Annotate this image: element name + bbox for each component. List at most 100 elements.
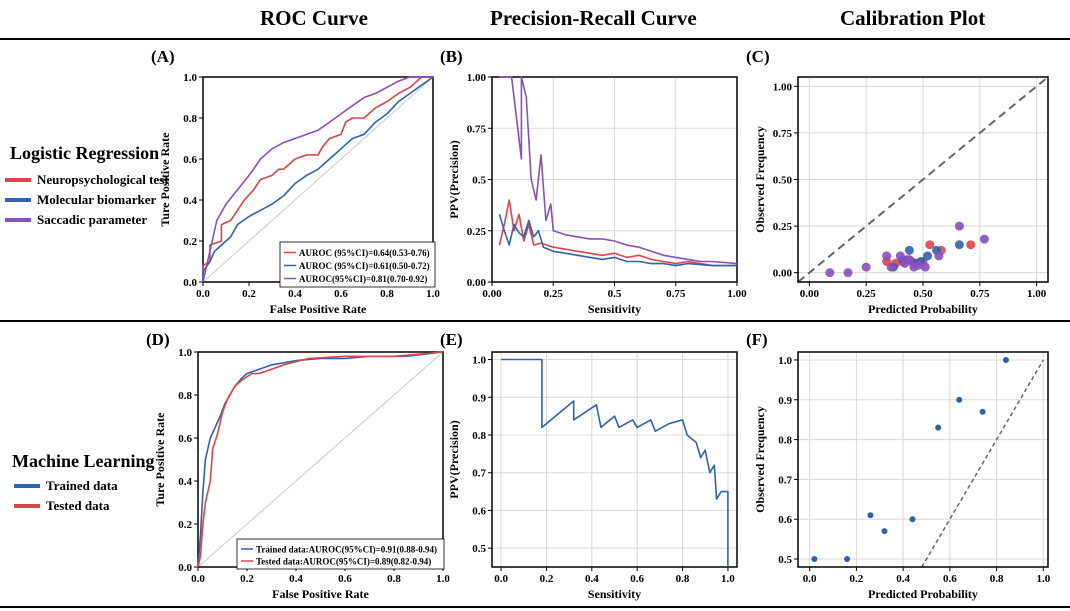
legend-text: Trained data:AUROC(95%CI)=0.91(0.88-0.94… [256, 545, 437, 555]
y-tick-label: 0.00 [467, 277, 487, 289]
y-tick-label: 0.8 [183, 113, 197, 125]
x-tick-label: 1.0 [1036, 573, 1050, 585]
data-point [934, 251, 944, 261]
x-tick-label: 1.0 [721, 573, 735, 585]
reference-diagonal [197, 351, 444, 568]
x-tick-label: 0.8 [380, 288, 394, 300]
data-point [825, 268, 835, 278]
y-axis-label: PPV(Precision) [447, 140, 461, 218]
data-point [895, 251, 905, 261]
y-tick-label: 0.2 [183, 236, 197, 248]
reference-diagonal [797, 76, 1049, 283]
top-divider [0, 38, 1070, 40]
x-tick-label: 1.0 [426, 288, 440, 300]
bottom-divider [0, 606, 1070, 608]
data-point [954, 221, 964, 231]
x-tick-label: 0.8 [387, 573, 401, 585]
column-title-roc: ROC Curve [260, 6, 368, 30]
x-tick-label: 0.4 [896, 573, 910, 585]
panel-label: (F) [746, 330, 768, 349]
legend-label: Saccadic parameter [37, 212, 148, 227]
column-title-pr: Precision-Recall Curve [490, 6, 697, 30]
row-title-logistic: Logistic Regression [10, 143, 160, 163]
legend-swatch [5, 198, 31, 202]
y-axis-label: Ture Positive Rate [153, 412, 167, 507]
x-tick-label: 0.4 [289, 573, 303, 585]
series-line [197, 351, 444, 568]
data-point [954, 240, 964, 250]
y-tick-label: 0.9 [778, 395, 792, 407]
data-point [881, 528, 888, 535]
data-point [920, 262, 930, 272]
x-tick-label: 0.0 [803, 573, 817, 585]
data-point [886, 262, 896, 272]
middle-divider [0, 320, 1070, 322]
x-axis-label: Sensitivity [588, 302, 641, 316]
data-point [956, 396, 963, 403]
y-tick-label: 0.8 [472, 430, 486, 442]
reference-diagonal [202, 76, 434, 283]
legend-item: Molecular biomarker [5, 190, 169, 210]
chart-panel-f: (F) 0.0 0.2 0.4 0.6 0.8 1.0 0.5 0.6 0.7 0.8 0.9 1.0 P… [746, 330, 1051, 601]
y-tick-label: 1.0 [178, 347, 192, 359]
chart-panel-e: (E) 0.0 0.2 0.4 0.6 0.8 1.0 0.5 0.6 0.7 0.8 0.9 1.0 S… [440, 330, 738, 601]
legend-text: AUROC (95%CI)=0.61(0.50-0.72) [299, 261, 430, 271]
panel-label: (E) [440, 330, 463, 349]
legend-text: AUROC (95%CI)=0.64(0.53-0.76) [299, 248, 430, 258]
data-point [867, 512, 874, 519]
chart-panel-c: (C) 0.00 0.25 0.50 0.75 1.00 0.00 0.25 0.50 0.75 1… [746, 47, 1049, 316]
y-tick-label: 1.0 [183, 72, 197, 84]
panel-label: (D) [146, 330, 170, 349]
x-tick-label: 0.2 [240, 573, 254, 585]
x-tick-label: 0.5 [608, 288, 622, 300]
x-axis-label: Predicted Probability [868, 587, 978, 601]
y-tick-label: 0.6 [183, 154, 197, 166]
legend-label: Neuropsychological test [37, 172, 169, 187]
y-tick-label: 0.8 [778, 435, 792, 447]
x-tick-label: 0.00 [482, 288, 502, 300]
data-point [909, 516, 916, 523]
legend-label: Molecular biomarker [37, 192, 157, 207]
legend-swatch [14, 504, 40, 508]
row-legend-logistic: Neuropsychological test Molecular biomar… [5, 170, 169, 230]
column-title-calibration: Calibration Plot [840, 6, 986, 30]
y-tick-label: 0.0 [178, 562, 192, 574]
y-axis-label: Ture Positive Rate [158, 132, 172, 227]
y-tick-label: 0.5 [778, 554, 792, 566]
legend-item: Saccadic parameter [5, 210, 169, 230]
chart-panel-a: (A) 0.0 0.2 0.4 0.6 0.8 1.0 0.0 0.2 0.4 0.6 0.8 1.0 F… [151, 47, 440, 316]
x-axis-label: Sensitivity [588, 587, 641, 601]
panel-label: (A) [151, 47, 175, 66]
data-point [935, 424, 942, 431]
y-tick-label: 0.25 [773, 221, 793, 233]
panel-label: (C) [746, 47, 770, 66]
y-tick-label: 0.8 [178, 390, 192, 402]
legend-text: Tested data:AUROC(95%CI)=0.89(0.82-0.94) [256, 557, 431, 567]
x-tick-label: 0.4 [288, 288, 302, 300]
x-tick-label: 0.8 [990, 573, 1004, 585]
y-tick-label: 0.25 [467, 226, 487, 238]
y-tick-label: 0.5 [472, 175, 486, 187]
legend-swatch [5, 178, 31, 182]
y-tick-label: 0.4 [183, 195, 197, 207]
y-tick-label: 0.6 [178, 433, 192, 445]
series-line [501, 358, 729, 567]
y-axis-label: Observed Frequency [753, 406, 767, 513]
series-line [498, 214, 737, 267]
x-tick-label: 0.0 [191, 573, 205, 585]
x-tick-label: 0.6 [334, 288, 348, 300]
x-tick-label: 0.0 [494, 573, 508, 585]
legend-box [279, 241, 436, 288]
y-tick-label: 0.6 [778, 514, 792, 526]
y-tick-label: 0.50 [773, 175, 793, 187]
data-point [1002, 356, 1009, 363]
x-tick-label: 0.6 [943, 573, 957, 585]
data-point [811, 556, 818, 563]
x-tick-label: 0.25 [857, 288, 877, 300]
x-tick-label: 0.75 [666, 288, 686, 300]
x-axis-label: Predicted Probability [868, 302, 978, 316]
x-tick-label: 0.50 [913, 288, 933, 300]
y-tick-label: 0.6 [472, 505, 486, 517]
plot-frame [797, 351, 1049, 568]
x-axis-label: False Positive Rate [270, 302, 367, 316]
